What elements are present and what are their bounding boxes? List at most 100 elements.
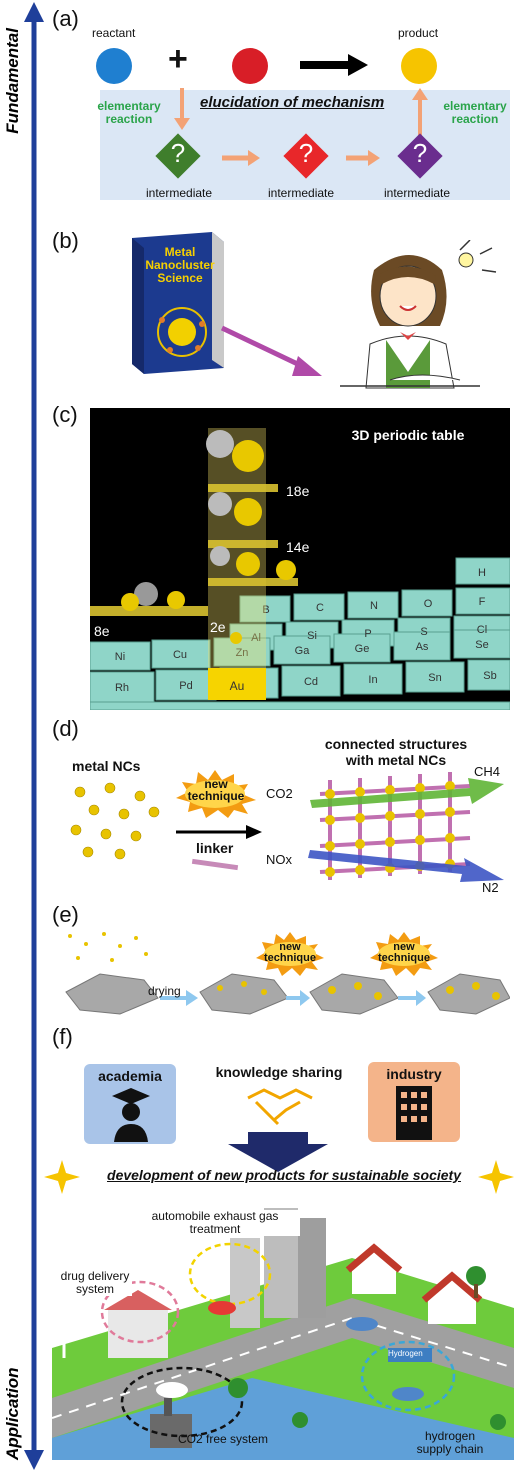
element-ge: Ge (355, 643, 370, 655)
fundamental-application-axis: Fundamental Application (3, 1, 44, 1470)
exhaust-line-2: treatment (189, 1222, 241, 1236)
element-h: H (478, 567, 486, 579)
framework-graphic (308, 772, 504, 882)
new-technique-label-e2: new technique (378, 941, 430, 964)
city-illustration (52, 1208, 514, 1460)
shell-18e: 18e (286, 483, 310, 499)
student-illustration (340, 240, 497, 389)
shell-14e: 14e (286, 539, 310, 555)
pointing-arrow (220, 325, 322, 376)
element-as: As (416, 641, 429, 653)
metal-nc-particles (70, 782, 160, 860)
connected-line-1: connected structures (324, 736, 468, 752)
intermediate-3-label: intermediate (384, 186, 451, 200)
element-sn: Sn (428, 672, 441, 684)
nox-label: NOx (266, 852, 292, 867)
element-f: F (479, 596, 486, 608)
exhaust-line-1: automobile exhaust gas (151, 1209, 279, 1223)
co2-free-label: CO2 free system (178, 1432, 269, 1446)
book-illustration (132, 232, 224, 374)
panel-a-label: (a) (52, 6, 79, 31)
intermediate-1-label: intermediate (146, 186, 213, 200)
metal-ncs-label: metal NCs (72, 758, 141, 774)
drug-line-1: drug delivery (60, 1269, 130, 1283)
industry-label: industry (386, 1066, 442, 1082)
intermediate-2-label: intermediate (268, 186, 335, 200)
cluster-spheres (121, 430, 296, 644)
academia-label: academia (98, 1068, 162, 1084)
new-technique-bursts-e (256, 932, 438, 976)
element-n: N (370, 600, 378, 612)
reactant-2-circle (232, 48, 268, 84)
element-zn: Zn (236, 647, 249, 659)
book-title-line-1: Metal (164, 245, 196, 259)
element-s: S (420, 626, 427, 638)
hydrogen-supply-label: hydrogen supply chain (410, 1430, 490, 1456)
axis-label-fundamental: Fundamental (3, 27, 22, 134)
element-b: B (262, 604, 269, 616)
n2-label: N2 (482, 880, 499, 895)
element-ni: Ni (115, 651, 125, 663)
reactant-label: reactant (92, 26, 136, 40)
element-ga: Ga (295, 645, 311, 657)
graduate-icon (112, 1088, 150, 1142)
plus-sign: + (168, 40, 188, 78)
panel-f-label: (f) (52, 1024, 73, 1049)
product-label: product (398, 26, 439, 40)
element-cu: Cu (173, 649, 187, 661)
panel-c-label: (c) (52, 402, 78, 427)
elementary-reaction-right: elementary reaction (443, 99, 507, 126)
element-si: Si (307, 630, 317, 642)
shell-2e: 2e (210, 619, 226, 635)
element-au: Au (230, 679, 245, 693)
element-c: C (316, 602, 324, 614)
element-rh: Rh (115, 682, 129, 694)
mechanism-label: elucidation of mechanism (200, 94, 385, 111)
book-title: Metal Nanocluster Science (140, 246, 220, 285)
element-se: Se (475, 639, 488, 651)
hydrogen-sign: Hydrogen (388, 1349, 423, 1358)
shell-shelves (90, 484, 298, 616)
panel-d-label: (d) (52, 716, 79, 741)
building-icon (396, 1086, 432, 1140)
exhaust-label: automobile exhaust gas treatment (130, 1210, 300, 1236)
drying-label: drying (148, 984, 181, 998)
convergence-arrow (228, 1132, 328, 1172)
new-technique-label-e1: new technique (264, 941, 316, 964)
new-technique-label-d: new technique (187, 777, 245, 803)
element-cd: Cd (304, 676, 318, 688)
periodic-table-title: 3D periodic table (352, 427, 465, 443)
hydrogen-line-1: hydrogen (424, 1429, 476, 1443)
book-title-line-2: Nanocluster (145, 258, 215, 272)
question-3: ? (412, 138, 428, 168)
book-title-line-3: Science (157, 271, 203, 285)
intermediate-arrows (222, 150, 380, 166)
element-in: In (368, 674, 377, 686)
element-pd: Pd (179, 680, 192, 692)
co2-label: CO2 (266, 786, 293, 801)
element-cl: Cl (477, 624, 487, 636)
periodic-table-graphic: B C N O F Al Si P S Cl Ni Cu Zn Ga Ge As… (90, 427, 510, 710)
reactant-1-circle (96, 48, 132, 84)
element-o: O (424, 598, 433, 610)
element-al: Al (251, 632, 261, 644)
element-sb: Sb (483, 670, 496, 682)
panel-e-label: (e) (52, 902, 79, 927)
elementary-reaction-left: elementary reaction (97, 99, 161, 126)
linker-rod (191, 858, 239, 871)
linker-label: linker (196, 840, 234, 856)
process-arrow-d (176, 825, 262, 839)
panel-b-label: (b) (52, 228, 79, 253)
hydrogen-line-2: supply chain (416, 1442, 484, 1456)
question-2: ? (298, 138, 314, 168)
new-technique-burst-d (176, 770, 256, 818)
question-1: ? (170, 138, 186, 168)
periodic-table-panel: B C N O F Al Si P S Cl Ni Cu Zn Ga Ge As… (90, 408, 510, 710)
product-circle (401, 48, 437, 84)
support-sequence-graphic (65, 932, 510, 1015)
development-label: development of new products for sustaina… (107, 1167, 461, 1183)
knowledge-sharing-label: knowledge sharing (215, 1064, 343, 1080)
shell-8e: 8e (94, 623, 110, 639)
ch4-label: CH4 (474, 764, 501, 779)
connected-line-2: with metal NCs (345, 752, 447, 768)
